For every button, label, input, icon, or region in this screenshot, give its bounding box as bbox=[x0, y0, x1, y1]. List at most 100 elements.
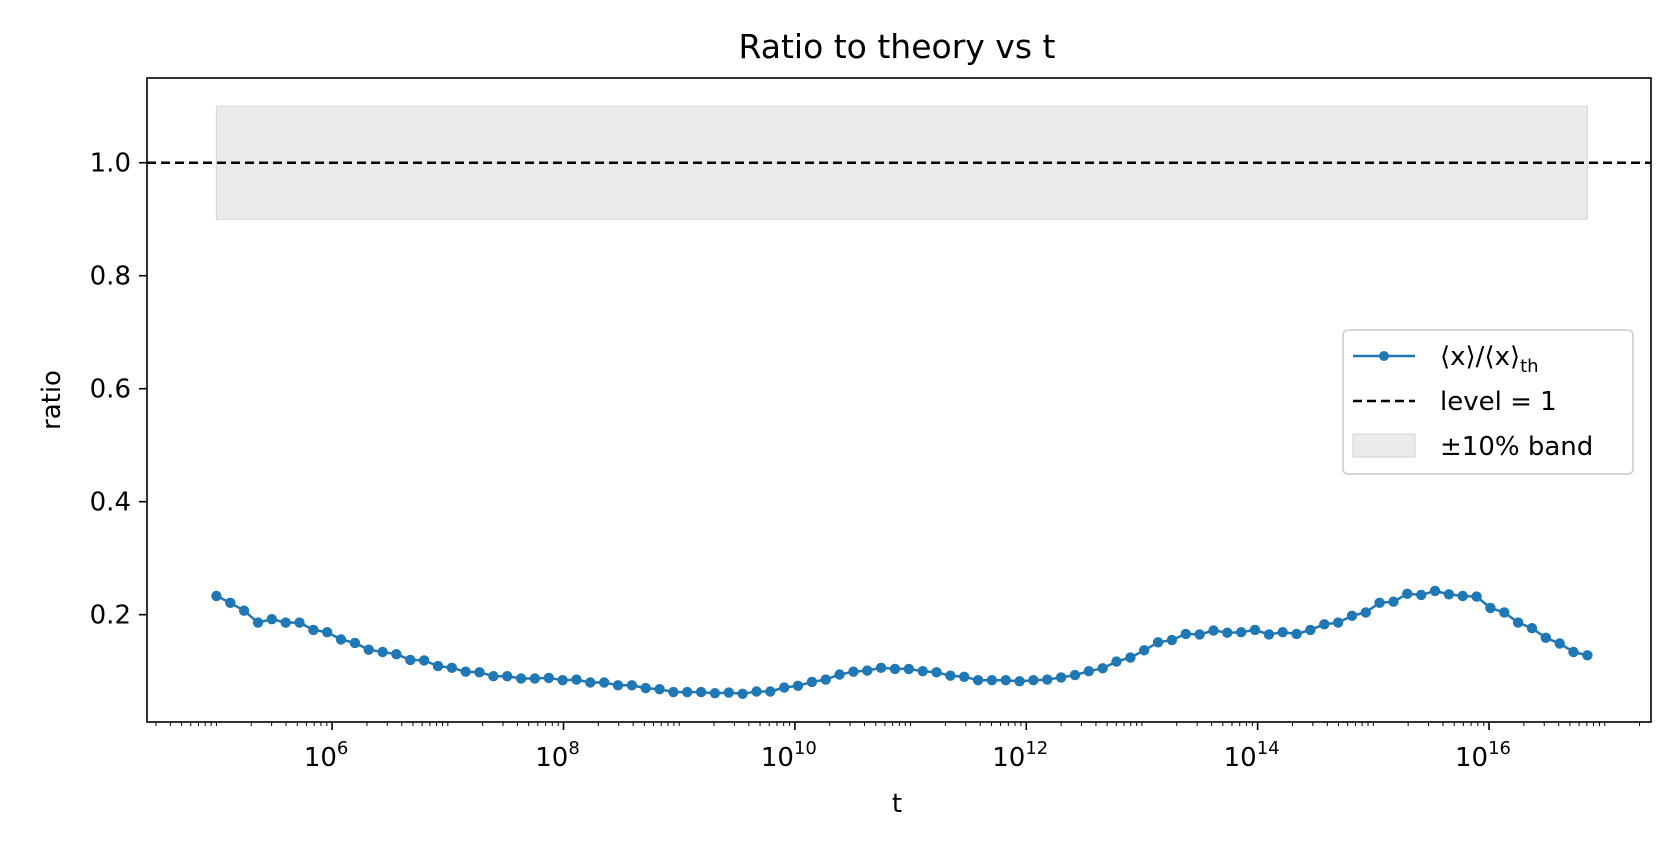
data-point bbox=[1429, 585, 1441, 597]
y-tick-label: 0.4 bbox=[90, 488, 131, 518]
y-tick-label: 1.0 bbox=[90, 149, 131, 179]
data-point bbox=[1360, 607, 1372, 618]
data-point bbox=[779, 682, 790, 693]
data-point bbox=[1263, 629, 1275, 640]
data-point bbox=[1388, 596, 1399, 607]
data-point bbox=[211, 590, 222, 602]
data-point bbox=[931, 667, 942, 678]
data-point bbox=[488, 671, 499, 682]
data-point bbox=[1055, 672, 1067, 683]
legend: ⟨x⟩/⟨x⟩th level = 1 ±10% band bbox=[1342, 329, 1634, 475]
data-point bbox=[460, 666, 471, 677]
data-point bbox=[1554, 638, 1565, 649]
data-point bbox=[862, 665, 873, 676]
data-point bbox=[834, 669, 845, 680]
data-point bbox=[585, 677, 596, 688]
x-tick-label: 1012 bbox=[992, 738, 1048, 773]
data-point bbox=[1485, 602, 1496, 614]
data-point bbox=[1443, 589, 1455, 600]
data-point bbox=[986, 675, 998, 686]
data-point bbox=[294, 617, 305, 628]
data-point bbox=[1014, 676, 1025, 687]
data-point bbox=[599, 677, 610, 688]
data-point bbox=[875, 662, 887, 673]
data-point bbox=[1069, 669, 1081, 681]
data-point bbox=[391, 649, 402, 660]
legend-series-marker bbox=[1379, 351, 1389, 361]
data-point bbox=[515, 673, 527, 684]
data-point bbox=[1291, 628, 1302, 640]
x-tick-label: 106 bbox=[304, 738, 349, 773]
data-point bbox=[308, 624, 319, 636]
data-point bbox=[1249, 624, 1261, 636]
x-axis-ticks: 106 108 1010 1012 1014 1016 bbox=[155, 722, 1641, 773]
data-point bbox=[335, 634, 347, 645]
data-point bbox=[889, 663, 901, 675]
data-point bbox=[695, 686, 707, 698]
y-tick-label: 0.2 bbox=[90, 601, 131, 631]
data-point bbox=[972, 675, 984, 686]
data-point bbox=[1139, 645, 1150, 656]
data-point bbox=[1499, 607, 1510, 618]
data-point bbox=[1111, 656, 1122, 667]
data-point bbox=[529, 673, 541, 684]
data-point bbox=[640, 682, 651, 694]
legend-series-label: ⟨x⟩/⟨x⟩th bbox=[1440, 342, 1539, 377]
data-point bbox=[377, 646, 388, 658]
data-point bbox=[432, 660, 444, 672]
data-point bbox=[418, 655, 430, 666]
data-point bbox=[1208, 625, 1219, 636]
data-point bbox=[626, 680, 638, 691]
data-point bbox=[765, 686, 776, 697]
data-point bbox=[903, 663, 914, 675]
data-point bbox=[571, 674, 582, 685]
data-point bbox=[737, 688, 748, 699]
data-point bbox=[1194, 629, 1205, 640]
data-point bbox=[1042, 674, 1053, 685]
data-point bbox=[1028, 675, 1039, 686]
data-point bbox=[751, 686, 762, 697]
data-point bbox=[1526, 623, 1538, 634]
data-point bbox=[1457, 590, 1468, 602]
data-point bbox=[709, 688, 721, 699]
x-tick-label: 1016 bbox=[1455, 738, 1511, 773]
data-point bbox=[225, 597, 236, 608]
data-point bbox=[266, 614, 277, 625]
data-point bbox=[1346, 610, 1358, 621]
legend-band-swatch bbox=[1352, 433, 1416, 458]
data-point bbox=[1083, 666, 1095, 677]
series-ratio bbox=[211, 585, 1593, 699]
data-point bbox=[792, 680, 804, 691]
data-point bbox=[1512, 617, 1524, 628]
x-tick-label: 1014 bbox=[1224, 738, 1280, 773]
data-point bbox=[654, 684, 665, 695]
data-point bbox=[1319, 619, 1330, 630]
series-line bbox=[215, 589, 1588, 696]
data-point bbox=[349, 637, 361, 649]
legend-band-label: ±10% band bbox=[1440, 432, 1593, 462]
x-axis-label: t bbox=[892, 789, 902, 819]
data-point bbox=[917, 666, 928, 677]
data-point bbox=[1568, 646, 1579, 658]
data-point bbox=[446, 662, 457, 673]
data-point bbox=[1374, 597, 1385, 608]
data-point bbox=[612, 680, 624, 691]
data-point bbox=[238, 605, 250, 616]
x-tick-label: 108 bbox=[535, 738, 580, 773]
data-point bbox=[363, 644, 374, 655]
data-point bbox=[502, 671, 513, 682]
data-point bbox=[557, 675, 568, 686]
data-point bbox=[1416, 589, 1427, 601]
data-point bbox=[682, 686, 693, 698]
data-point bbox=[668, 686, 679, 698]
y-axis-ticks: 0.2 0.4 0.6 0.8 1.0 bbox=[90, 149, 147, 631]
data-point bbox=[474, 667, 485, 678]
data-point bbox=[723, 687, 734, 698]
data-point bbox=[1222, 627, 1233, 638]
data-point bbox=[848, 666, 859, 677]
data-point bbox=[1277, 627, 1288, 638]
chart-title: Ratio to theory vs t bbox=[739, 27, 1056, 66]
data-point bbox=[1180, 628, 1192, 640]
data-point bbox=[1540, 632, 1552, 643]
data-point bbox=[1097, 663, 1108, 674]
